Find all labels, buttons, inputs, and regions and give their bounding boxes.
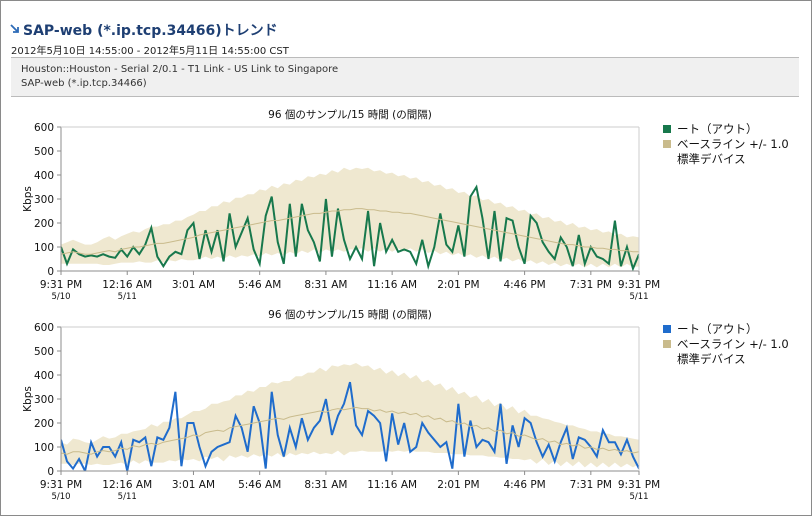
x-tick-label: 11:16 AM: [367, 479, 417, 491]
chart-title: 96 個のサンプル/15 時間 (の間隔): [268, 108, 432, 121]
y-tick-label: 500: [34, 346, 54, 358]
x-tick-label: 9:31 PM: [40, 479, 82, 491]
baseline-line: [61, 406, 639, 455]
y-tick-label: 400: [34, 370, 54, 382]
x-tick-label: 12:16 AM: [102, 479, 152, 491]
x-tick-label: 9:31 PM: [618, 479, 660, 491]
baseline-line: [61, 208, 639, 255]
legend-swatch: [663, 140, 671, 148]
x-tick-label: 3:01 AM: [172, 479, 215, 491]
x-tick-label: 5:46 AM: [238, 279, 281, 291]
x-tick-label: 7:31 PM: [570, 479, 612, 491]
data-line: [61, 381, 639, 471]
y-tick-label: 300: [34, 194, 54, 206]
chart-title: 96 個のサンプル/15 時間 (の間隔): [268, 308, 432, 321]
plot: [61, 167, 639, 271]
x-tick-date: 5/11: [118, 292, 137, 302]
legend-entry: ート（アウト）: [661, 122, 789, 137]
baseline-band: [61, 363, 639, 468]
y-tick-label: 400: [34, 170, 54, 182]
y-tick-label: 0: [47, 266, 54, 278]
y-tick-label: 200: [34, 418, 54, 430]
legend: ート（アウト） ベースライン +/- 1.0 標準デバイス: [661, 122, 789, 167]
y-tick-label: 600: [34, 322, 54, 334]
x-tick-date: 5/11: [629, 292, 648, 302]
x-tick-label: 2:01 PM: [437, 479, 479, 491]
arrow-icon: [10, 24, 19, 33]
x-tick-label: 2:01 PM: [437, 279, 479, 291]
y-tick-label: 300: [34, 394, 54, 406]
x-tick-label: 11:16 AM: [367, 279, 417, 291]
info-box: Houston::Houston - Serial 2/0.1 - T1 Lin…: [11, 57, 799, 97]
legend: ート（アウト） ベースライン +/- 1.0 標準デバイス: [661, 322, 789, 367]
legend-swatch: [663, 340, 671, 348]
legend-swatch: [663, 325, 671, 333]
x-tick-label: 5:46 AM: [238, 479, 281, 491]
baseline-band: [61, 167, 639, 268]
x-tick-date: 5/10: [51, 492, 70, 502]
object: SAP-web (*.ip.tcp.34466): [21, 78, 147, 89]
y-tick-label: 0: [47, 466, 54, 478]
x-tick-label: 4:46 PM: [503, 479, 545, 491]
y-tick-label: 600: [34, 122, 54, 134]
legend-swatch: [663, 125, 671, 133]
y-tick-label: 200: [34, 218, 54, 230]
x-tick-date: 5/11: [118, 492, 137, 502]
x-tick-label: 3:01 AM: [172, 279, 215, 291]
x-tick-label: 4:46 PM: [503, 279, 545, 291]
x-tick-label: 9:31 PM: [618, 279, 660, 291]
legend-entry: ベースライン +/- 1.0 標準デバイス: [661, 137, 789, 167]
data-line: [61, 184, 639, 271]
x-tick-label: 8:31 AM: [304, 479, 347, 491]
y-axis-label: Kbps: [22, 186, 34, 212]
x-tick-date: 5/11: [629, 492, 648, 502]
legend-entry: ベースライン +/- 1.0 標準デバイス: [661, 337, 789, 367]
path: Houston::Houston - Serial 2/0.1 - T1 Lin…: [21, 64, 339, 75]
date-range: 2012年5月10日 14:55:00 - 2012年5月11日 14:55:0…: [11, 46, 289, 57]
y-axis-label: Kbps: [22, 386, 34, 412]
x-tick-label: 12:16 AM: [102, 279, 152, 291]
x-tick-label: 9:31 PM: [40, 279, 82, 291]
x-tick-date: 5/10: [51, 292, 70, 302]
x-tick-label: 8:31 AM: [304, 279, 347, 291]
y-tick-label: 100: [34, 442, 54, 454]
page-title: SAP-web (*.ip.tcp.34466)トレンド: [23, 23, 278, 39]
plot: [61, 363, 639, 471]
y-tick-label: 500: [34, 146, 54, 158]
legend-entry: ート（アウト）: [661, 322, 789, 337]
y-tick-label: 100: [34, 242, 54, 254]
x-tick-label: 7:31 PM: [570, 279, 612, 291]
